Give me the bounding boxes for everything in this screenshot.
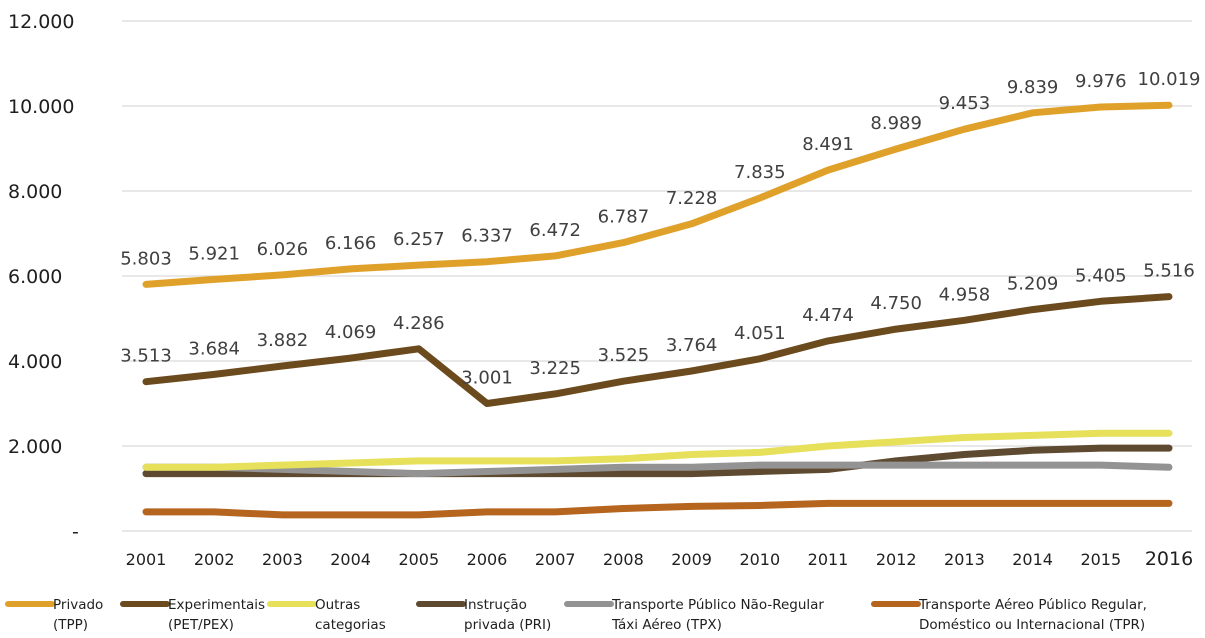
data-label: 4.069 [325,322,377,343]
data-label: 5.405 [1075,265,1127,286]
data-label: 6.166 [325,233,377,254]
legend-label: categorias [315,617,386,633]
x-tick-label: 2004 [330,550,371,569]
x-tick-label: 2010 [739,550,780,569]
data-label: 3.513 [120,346,172,367]
data-label: 5.803 [120,248,172,269]
series-line [142,429,1173,471]
x-tick-label: 2008 [603,550,644,569]
legend-label: Doméstico ou Internacional (TPR) [919,617,1145,633]
x-tick-label: 2006 [467,550,508,569]
series-line [142,293,1173,407]
data-label: 6.787 [598,207,650,228]
legend-label: (TPP) [53,617,88,633]
y-tick-label: 6.000 [8,266,62,288]
data-label: 3.525 [598,345,650,366]
data-label: 4.750 [870,293,922,314]
data-label: 8.491 [802,134,854,155]
y-tick-label: 2.000 [8,436,62,458]
data-label: 6.472 [529,220,581,241]
legend-label: Experimentais [168,597,265,613]
series-line [142,461,1173,478]
data-label: 8.989 [870,113,922,134]
legend-label: Transporte Público Não-Regular [611,597,824,613]
data-label: 9.453 [939,93,991,114]
x-tick-label: 2001 [126,550,167,569]
y-tick-label: 4.000 [8,351,62,373]
x-tick-label: 2012 [876,550,917,569]
data-label: 4.958 [939,284,991,305]
series-line [142,499,1173,519]
data-label: 6.337 [461,226,513,247]
x-tick-label: 2013 [944,550,985,569]
x-tick-label: 2002 [194,550,235,569]
x-tick-label: 2005 [398,550,439,569]
data-label: 3.882 [257,330,309,351]
legend-label: Instrução [464,597,527,613]
data-label: 4.051 [734,323,786,344]
x-tick-label: 2009 [671,550,712,569]
x-tick-label: 2014 [1012,550,1053,569]
data-label: 5.921 [188,243,240,264]
data-label: 3.225 [529,358,581,379]
series-line [142,101,1173,288]
x-tick-label: 2003 [262,550,303,569]
x-tick-label: 2007 [535,550,576,569]
data-label: 5.516 [1143,261,1195,282]
legend-label: Táxi Aéreo (TPX) [611,617,722,633]
data-label: 7.835 [734,162,786,183]
data-label: 3.001 [461,367,513,388]
legend-label: privada (PRI) [464,617,551,633]
data-label: 6.026 [257,239,309,260]
data-label: 3.764 [666,335,718,356]
data-label: 7.228 [666,188,718,209]
data-label: 3.684 [188,338,240,359]
y-tick-label: - [72,521,79,543]
legend-label: (PET/PEX) [168,617,234,633]
legend-label: Outras [315,597,360,613]
data-label: 9.839 [1007,77,1059,98]
legend-label: Privado [53,597,103,613]
data-label: 4.286 [393,313,445,334]
x-tick-label: 2015 [1080,550,1121,569]
data-label: 9.976 [1075,71,1127,92]
data-label: 10.019 [1138,69,1201,90]
data-label: 5.209 [1007,274,1059,295]
data-label: 6.257 [393,229,445,250]
y-tick-label: 8.000 [8,181,62,203]
y-tick-label: 10.000 [8,96,74,118]
x-tick-label: 2011 [808,550,849,569]
x-tick-label: 2016 [1145,548,1193,570]
legend-label: Transporte Aéreo Público Regular, [918,597,1147,613]
data-label: 4.474 [802,305,854,326]
y-tick-label: 12.000 [8,11,74,33]
